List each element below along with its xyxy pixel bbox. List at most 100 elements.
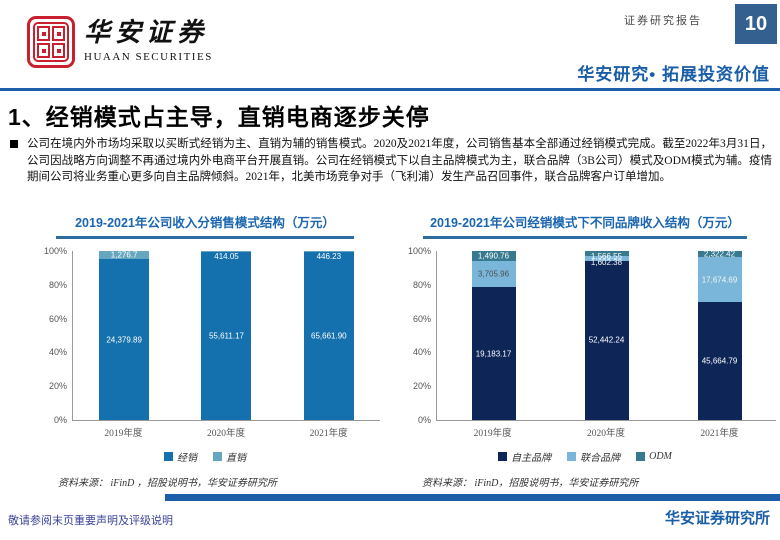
legend-marker-icon	[636, 452, 646, 461]
chart-brand-structure: 2019-2021年公司经销模式下不同品牌收入结构（万元） 0% 20% 40% 60…	[394, 212, 776, 489]
y-axis-tick-label: 100%	[407, 246, 431, 256]
y-axis-tick-label: 100%	[43, 246, 67, 256]
header: 华安证券 HUAAN SECURITIES 证券研究报告 10 华安研究• 拓展…	[0, 0, 780, 91]
y-axis-tick-label: 80%	[412, 279, 431, 290]
header-divider	[0, 88, 780, 91]
y-axis-tick-label: 20%	[48, 381, 67, 392]
legend-item: 经销	[164, 449, 197, 464]
segment-value-label: 1,490.76	[477, 251, 510, 261]
report-type-label: 证券研究报告	[624, 15, 702, 27]
x-axis-category-label: 2021年度	[700, 429, 739, 439]
chart-title-underline	[422, 236, 748, 239]
bullet-paragraph: 公司在境内外市场均采取以买断式经销为主、直销为辅的销售模式。2020及2021年…	[10, 136, 772, 186]
bar-segment: 45,664.79	[697, 302, 742, 420]
x-axis-category-label: 2021年度	[309, 429, 348, 439]
segment-value-label: 2,322.42	[703, 249, 736, 259]
bar-segment	[584, 251, 629, 256]
header-slogan: 华安研究• 拓展投资价值	[577, 65, 770, 84]
segment-value-label: 24,379.89	[106, 335, 142, 345]
bar-segment: 3,705.96	[471, 261, 516, 288]
legend-label: 联合品牌	[580, 453, 621, 464]
logo-chinese-name: 华安证券	[84, 18, 209, 47]
stacked-bar: 45,664.79 17,674.69 2,322.42	[697, 250, 742, 420]
chart-title-underline	[56, 236, 354, 239]
bar-segment: 19,183.17	[471, 287, 516, 420]
segment-value-label: 446.23	[316, 252, 342, 261]
x-axis-category-label: 2019年度	[473, 429, 512, 439]
bar-segment	[201, 251, 252, 253]
segment-value-label: 45,664.79	[701, 356, 738, 366]
y-axis-tick-label: 60%	[48, 313, 67, 324]
chart-plot: 0% 20% 40% 60% 80% 100% 24,379.89 1,276.7 55,611…	[44, 246, 380, 425]
x-axis-category-label: 2020年度	[586, 429, 625, 439]
legend-marker-icon	[213, 452, 222, 461]
legend-marker-icon	[498, 452, 508, 461]
legend-label: 经销	[177, 453, 197, 464]
segment-value-label: 1,276.7	[110, 250, 138, 260]
legend-marker-icon	[164, 452, 173, 461]
charts-area: 2019-2021年公司收入分销售模式结构（万元） 0% 20% 40% 60% 80%…	[30, 212, 776, 489]
legend-item: 直销	[213, 449, 246, 464]
slide-title: 1、经销模式占主导，直销电商逐步关停	[8, 104, 430, 130]
segment-value-label: 414.05	[214, 252, 239, 261]
bullet-square-icon	[10, 140, 18, 148]
stacked-bar: 65,661.90 446.23	[303, 251, 354, 420]
bar-segment	[584, 255, 629, 261]
bar-segment	[303, 251, 354, 253]
stacked-bar: 52,442.24 1,566.55 1,602.38	[584, 251, 629, 420]
y-axis-tick-label: 40%	[48, 347, 67, 358]
page-number-badge: 10	[735, 4, 777, 44]
chart-plot: 0% 20% 40% 60% 80% 100% 19,183.17 3,705.96 1,490…	[408, 246, 776, 425]
chart-sales-mode: 2019-2021年公司收入分销售模式结构（万元） 0% 20% 40% 60% 80%…	[30, 212, 380, 489]
bar-segment: 52,442.24	[584, 260, 629, 420]
chart-legend: 自主品牌 联合品牌 ODM	[394, 449, 776, 464]
bar-segment: 65,661.90	[303, 252, 354, 420]
legend-item: 自主品牌	[498, 449, 551, 464]
footer-disclaimer: 敬请参阅末页重要声明及评级说明	[8, 515, 173, 527]
source-note: 资料来源： iFinD ，招股说明书，华安证券研究所	[58, 478, 277, 489]
y-axis-tick-label: 0%	[53, 415, 67, 425]
y-axis-tick-label: 0%	[417, 415, 431, 425]
segment-value-label: 3,705.96	[477, 269, 510, 279]
segment-value-label: 19,183.17	[475, 349, 512, 359]
segment-value-label: 17,674.69	[701, 275, 738, 285]
stacked-bar: 19,183.17 3,705.96 1,490.76	[471, 251, 516, 420]
footer-institute: 华安证券研究所	[664, 510, 770, 527]
y-axis-tick-label: 60%	[412, 313, 431, 324]
footer-divider	[165, 494, 780, 501]
segment-value-label: 1,602.38	[590, 258, 623, 267]
bar-segment: 2,322.42	[697, 250, 742, 259]
segment-value-label: 1,566.55	[590, 252, 623, 261]
x-axis-labels: 2019年度 2020年度 2021年度	[436, 425, 776, 439]
segment-value-label: 55,611.17	[208, 331, 244, 341]
bar-segment: 1,276.7	[99, 251, 150, 260]
legend-label: 直销	[226, 453, 246, 464]
chart-title: 2019-2021年公司经销模式下不同品牌收入结构（万元）	[430, 216, 740, 230]
y-axis-tick-label: 40%	[412, 347, 431, 358]
huaan-seal-icon	[27, 16, 75, 68]
legend-marker-icon	[567, 452, 577, 461]
stacked-bar: 55,611.17 414.05	[201, 251, 252, 420]
bar-segment: 17,674.69	[697, 256, 742, 303]
logo-english-name: HUAAN SECURITIES	[84, 51, 213, 63]
segment-value-label: 52,442.24	[588, 335, 625, 345]
company-logo: 华安证券 HUAAN SECURITIES	[27, 16, 213, 68]
x-axis-labels: 2019年度 2020年度 2021年度	[72, 425, 380, 439]
logo-text: 华安证券 HUAAN SECURITIES	[84, 16, 213, 63]
source-note: 资料来源： iFinD，招股说明书，华安证券研究所	[422, 478, 639, 489]
bar-segment: 1,490.76	[471, 251, 516, 262]
x-axis-category-label: 2020年度	[207, 429, 246, 439]
legend-label: 自主品牌	[511, 453, 552, 464]
y-axis-tick-label: 20%	[412, 381, 431, 392]
legend-item: 联合品牌	[567, 449, 620, 464]
chart-title: 2019-2021年公司收入分销售模式结构（万元）	[75, 216, 335, 230]
legend-label: ODM	[649, 451, 672, 462]
bar-segment: 55,611.17	[201, 252, 252, 420]
segment-value-label: 65,661.90	[311, 331, 347, 341]
legend-item: ODM	[636, 449, 672, 464]
bar-segment: 24,379.89	[99, 259, 150, 420]
chart-legend: 经销 直销	[30, 449, 380, 464]
bullet-text: 公司在境内外市场均采取以买断式经销为主、直销为辅的销售模式。2020及2021年…	[27, 138, 772, 183]
stacked-bar: 24,379.89 1,276.7	[99, 251, 150, 420]
